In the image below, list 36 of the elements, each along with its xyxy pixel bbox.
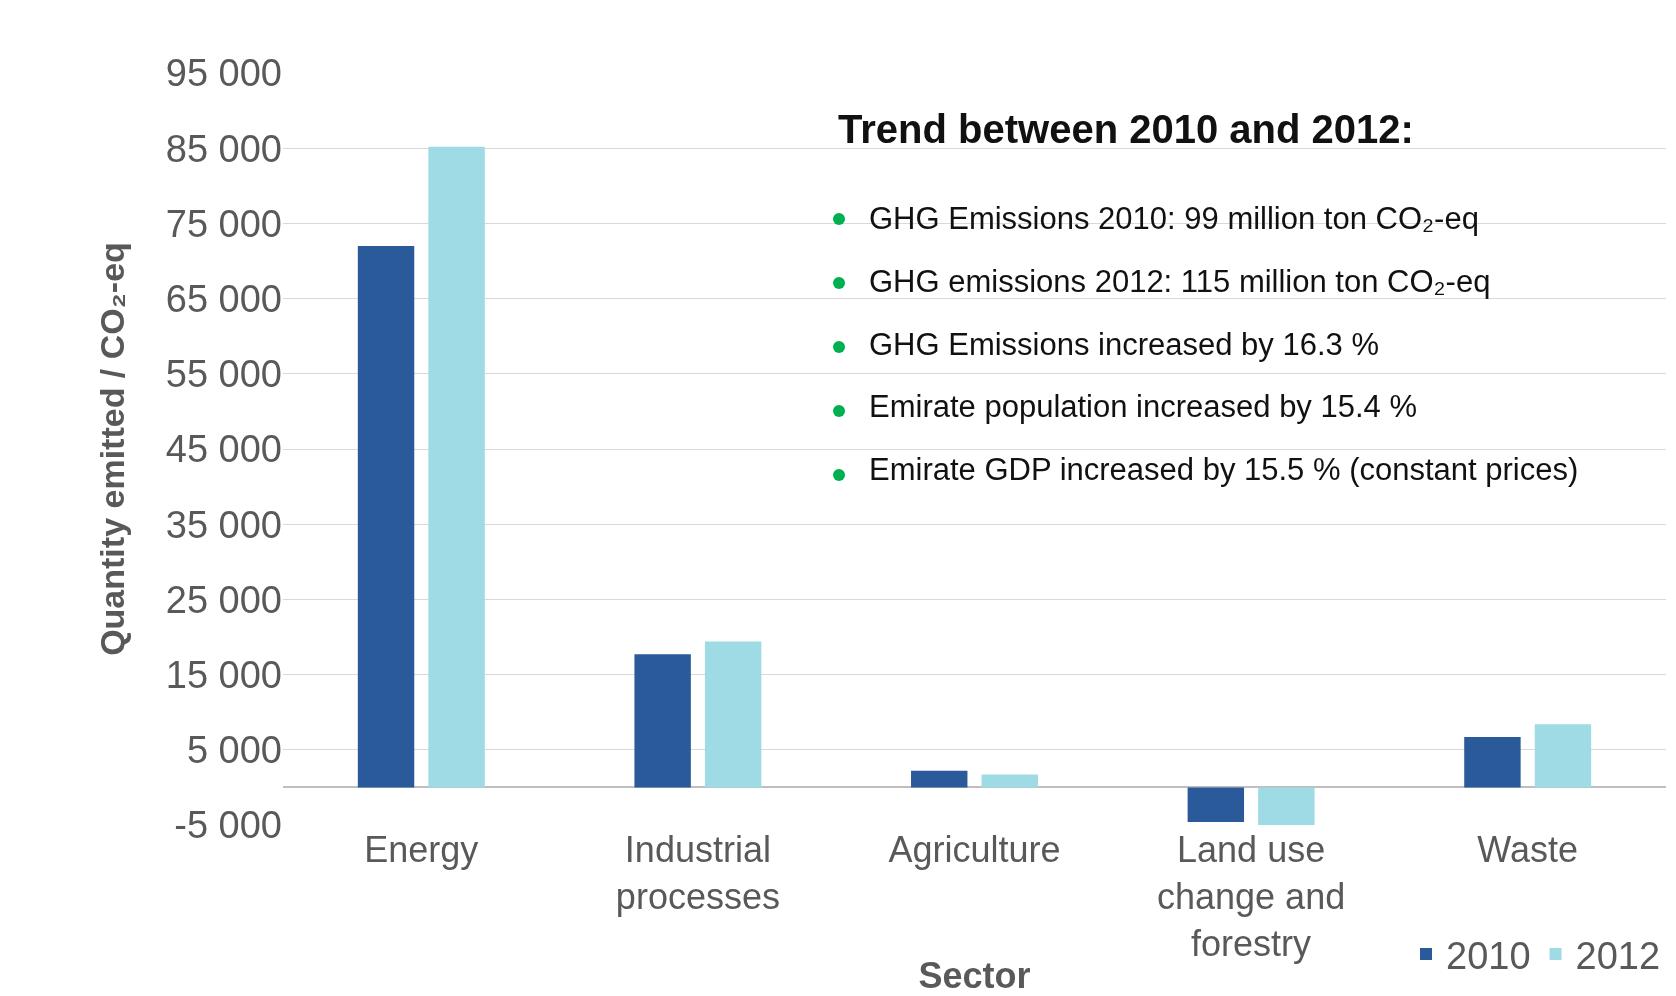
annotation: GHG emissions 2012: 115 million ton CO₂-eq xyxy=(869,264,1491,299)
annotation: Emirate GDP increased by 15.5 % (constant prices) xyxy=(869,452,1579,487)
x-axis-title: Sector xyxy=(918,955,1031,996)
bar xyxy=(357,245,415,788)
y-tick-label: 45 000 xyxy=(165,428,282,471)
x-tick-label: Industrial processes xyxy=(615,829,780,917)
x-tick-label: Energy xyxy=(364,829,479,870)
y-tick-label: -5 000 xyxy=(174,804,282,847)
bar xyxy=(428,146,485,788)
annotation: Trend between 2010 and 2012: xyxy=(838,107,1414,151)
annotation: Emirate population increased by 15.4 % xyxy=(869,389,1417,424)
y-tick-label: 95 000 xyxy=(165,52,282,95)
bar xyxy=(1258,787,1315,825)
annotation: GHG Emissions increased by 16.3 % xyxy=(869,327,1379,362)
y-tick-label: 55 000 xyxy=(165,353,282,396)
y-tick-label: 15 000 xyxy=(165,653,282,696)
x-tick-label: Agriculture xyxy=(888,829,1061,870)
bar xyxy=(704,641,762,788)
bar xyxy=(634,654,691,788)
legend-label: 2010 xyxy=(1446,934,1531,977)
x-tick-label: Waste xyxy=(1477,829,1579,870)
y-tick-label: 35 000 xyxy=(165,503,282,546)
y-tick-label: 75 000 xyxy=(165,202,282,245)
annotation: GHG Emissions 2010: 99 million ton CO₂-eq xyxy=(869,201,1479,236)
x-tick-label: Land use change and forestry xyxy=(1157,829,1346,964)
y-tick-label: 85 000 xyxy=(165,127,282,170)
bar xyxy=(1534,724,1592,788)
bar xyxy=(981,774,1038,788)
y-tick-label: 25 000 xyxy=(165,578,282,621)
y-tick-label: 65 000 xyxy=(165,277,282,320)
y-tick-label: 5 000 xyxy=(186,729,282,772)
bar xyxy=(911,770,968,788)
bar xyxy=(1464,737,1521,788)
legend-label: 2012 xyxy=(1575,934,1661,977)
y-axis-title: Quantity emitted / CO₂-eq xyxy=(93,242,132,656)
bar xyxy=(1187,787,1245,822)
